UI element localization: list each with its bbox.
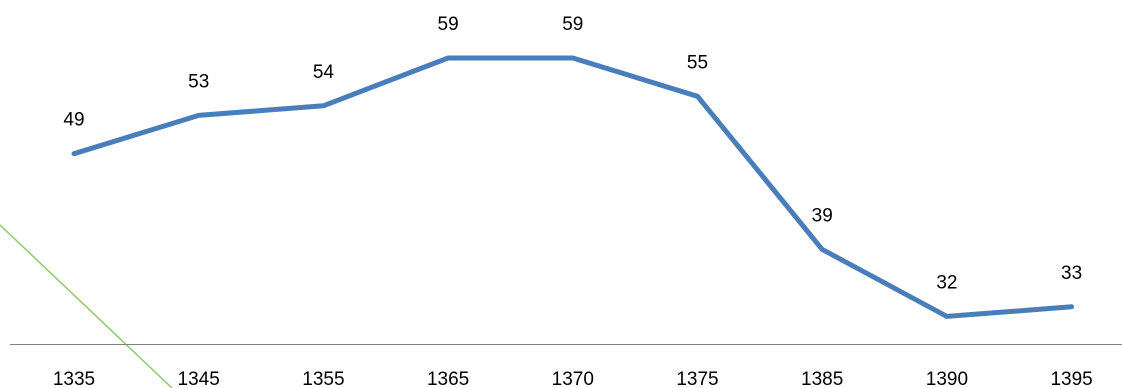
x-tick-label: 1335 [53, 369, 95, 388]
x-tick-label: 1355 [302, 369, 344, 388]
x-tick-label: 1390 [926, 369, 968, 388]
data-label: 59 [562, 14, 583, 35]
data-label: 32 [936, 272, 957, 293]
data-label: 33 [1061, 263, 1082, 284]
series-line [71, 55, 1075, 319]
stray-green-line [0, 224, 173, 388]
data-label: 59 [438, 14, 459, 35]
data-labels: 49 53 54 59 59 55 39 32 33 [63, 14, 1082, 293]
data-label: 54 [313, 62, 335, 83]
x-tick-label: 1385 [801, 369, 843, 388]
x-tick-label: 1365 [427, 369, 469, 388]
x-axis-tick-labels: 1335 1345 1355 1365 1370 1375 1385 1390 1395 [53, 369, 1093, 388]
x-tick-label: 1345 [178, 369, 220, 388]
data-label: 49 [63, 110, 84, 131]
data-label: 53 [188, 71, 209, 92]
data-label: 55 [687, 52, 708, 73]
x-tick-label: 1395 [1050, 369, 1092, 388]
x-tick-label: 1375 [676, 369, 718, 388]
data-label: 39 [812, 205, 833, 226]
x-tick-label: 1370 [552, 369, 594, 388]
